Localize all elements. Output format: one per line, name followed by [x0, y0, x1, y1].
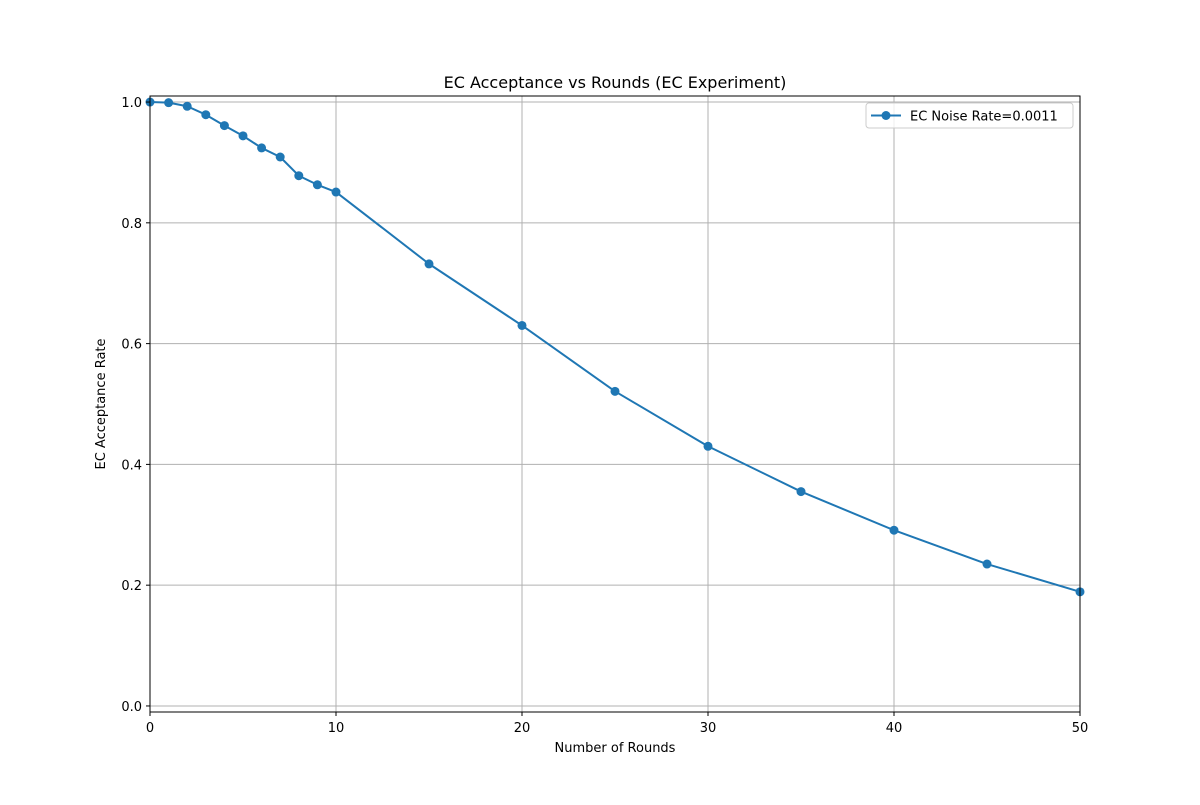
axis-ticks: 0 10 20 30 40 50 0.0 0.2 0.4 0.6 0.8 1.0	[121, 96, 1088, 736]
data-point	[294, 171, 304, 181]
series-line	[149, 101, 1081, 593]
data-point	[610, 386, 620, 396]
data-point	[982, 559, 992, 569]
y-tick-label: 0.4	[121, 458, 142, 473]
data-point	[201, 110, 211, 120]
data-point	[182, 101, 192, 111]
data-point	[703, 441, 713, 451]
legend-marker	[881, 111, 891, 120]
x-tick-label: 30	[700, 721, 717, 736]
data-point	[238, 131, 248, 141]
x-axis-label: Number of Rounds	[555, 741, 676, 756]
series-layer	[145, 97, 1085, 597]
legend-entry-label: EC Noise Rate=0.0011	[910, 110, 1058, 125]
data-point	[312, 180, 322, 190]
data-point	[219, 121, 229, 131]
data-point	[796, 487, 806, 497]
y-tick-label: 1.0	[121, 96, 142, 111]
x-tick-label: 10	[328, 721, 345, 736]
grid	[149, 96, 1081, 712]
data-point	[275, 152, 285, 162]
data-point	[331, 187, 341, 197]
y-tick-label: 0.0	[121, 700, 142, 715]
y-axis-label: EC Acceptance Rate	[94, 338, 109, 469]
x-tick-label: 20	[514, 721, 531, 736]
legend-box	[865, 102, 1074, 129]
y-tick-label: 0.2	[121, 579, 142, 594]
data-point	[517, 320, 527, 330]
data-point	[424, 259, 434, 269]
data-point	[257, 143, 267, 153]
x-tick-label: 0	[146, 721, 154, 736]
y-tick-label: 0.6	[121, 338, 142, 353]
chart-title: EC Acceptance vs Rounds (EC Experiment)	[444, 73, 787, 92]
y-tick-label: 0.8	[121, 217, 142, 232]
legend: EC Noise Rate=0.0011	[865, 102, 1074, 129]
x-tick-label: 40	[886, 721, 903, 736]
data-point	[889, 525, 899, 535]
data-point	[164, 98, 174, 108]
plot-frame	[149, 95, 1081, 713]
x-tick-label: 50	[1072, 721, 1089, 736]
